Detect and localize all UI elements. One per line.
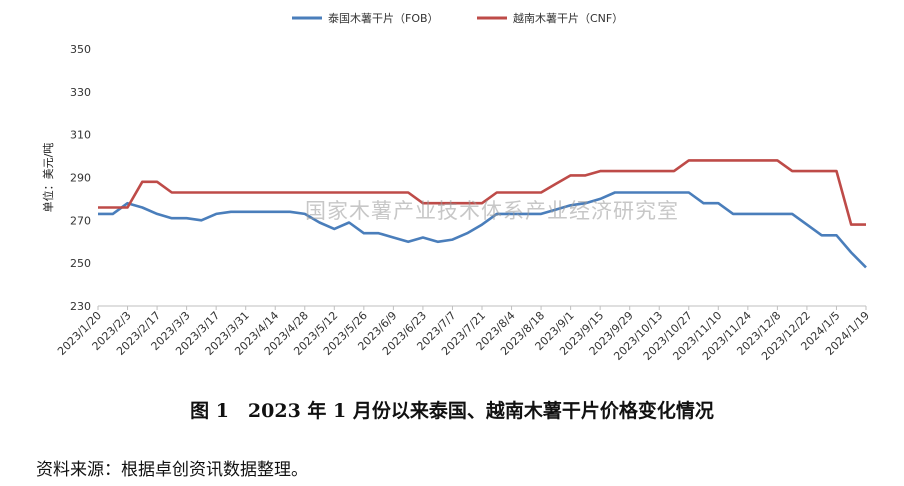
legend: 泰国木薯干片（FOB） 越南木薯干片（CNF） [292, 11, 623, 25]
series-lines [98, 159, 867, 269]
y-tick-label: 270 [70, 214, 91, 227]
y-tick-label: 330 [70, 86, 91, 99]
series-line-1 [98, 191, 867, 269]
x-axis: 2023/1/202023/2/32023/2/172023/3/32023/3… [55, 306, 872, 363]
series-line-2 [98, 159, 866, 226]
y-axis-label: 单位：美元/吨 [41, 143, 55, 213]
y-tick-label: 350 [70, 43, 91, 56]
y-tick-label: 250 [70, 257, 91, 270]
y-tick-label: 230 [70, 300, 91, 313]
figure-caption: 图 1 2023 年 1 月份以来泰国、越南木薯干片价格变化情况 [190, 400, 714, 422]
y-tick-label: 290 [70, 172, 91, 185]
price-line-chart: 泰国木薯干片（FOB） 越南木薯干片（CNF） 单位：美元/吨 230 250 270… [41, 11, 872, 363]
legend-label: 越南木薯干片（CNF） [513, 11, 623, 25]
y-axis: 230 250 270 290 310 330 350 [70, 43, 91, 313]
y-tick-label: 310 [70, 129, 91, 142]
watermark: 国家木薯产业技术体系产业经济研究室 [305, 199, 679, 223]
data-source-note: 资料来源：根据卓创资讯数据整理。 [36, 460, 308, 480]
legend-label: 泰国木薯干片（FOB） [328, 11, 439, 25]
